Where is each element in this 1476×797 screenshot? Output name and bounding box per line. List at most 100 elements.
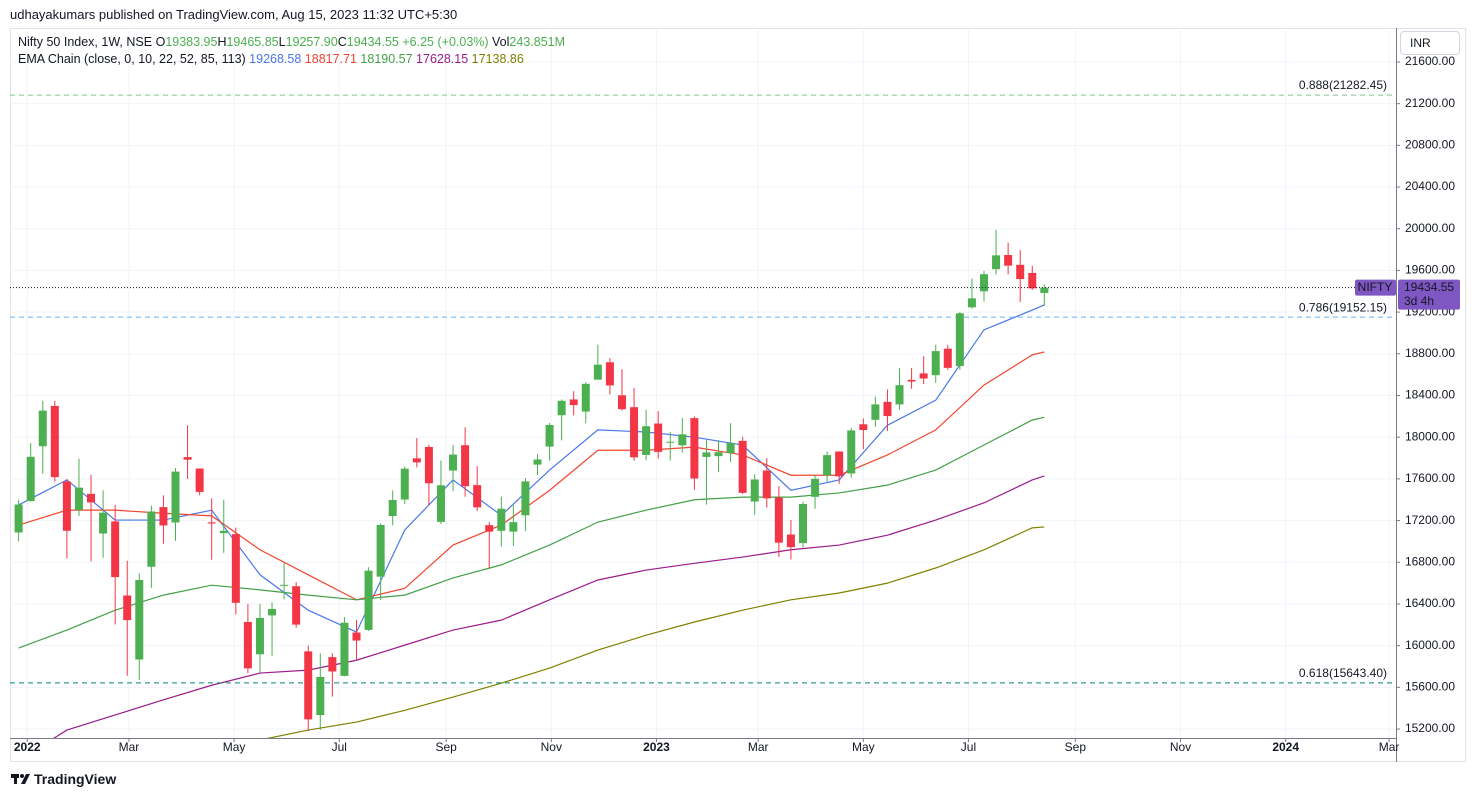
candle-body xyxy=(630,407,639,458)
candle-body xyxy=(485,525,494,532)
candle-body xyxy=(811,478,820,497)
legend-change: +6.25 (+0.03%) xyxy=(402,35,489,49)
candle-body xyxy=(750,479,759,502)
candle-body xyxy=(207,522,216,524)
x-tick-label: Nov xyxy=(1170,740,1191,754)
fib-level-label: 0.618(15643.40) xyxy=(1299,666,1387,680)
x-tick-label: Nov xyxy=(541,740,562,754)
candle-body xyxy=(436,485,445,522)
candle-body xyxy=(352,632,361,641)
candle-body xyxy=(919,373,928,379)
ema-legend-value: 19268.58 xyxy=(249,52,302,66)
y-tick-label: 18400.00 xyxy=(1405,388,1455,402)
candle-body xyxy=(171,471,180,523)
candle-body xyxy=(557,400,566,416)
y-tick-label: 17200.00 xyxy=(1405,513,1455,527)
price-tag-countdown: 3d 4h xyxy=(1404,294,1434,308)
candle-body xyxy=(847,430,856,474)
candle-body xyxy=(219,530,228,534)
candle-body xyxy=(376,524,385,577)
price-tag-value: 19434.55 xyxy=(1404,280,1454,294)
candle-body xyxy=(979,274,988,292)
candle-body xyxy=(714,452,723,457)
candle-body xyxy=(678,434,687,446)
candle-body xyxy=(690,418,699,479)
y-tick-label: 20000.00 xyxy=(1405,221,1455,235)
ema-line xyxy=(18,416,1045,649)
candle-body xyxy=(26,456,35,502)
candle-body xyxy=(14,504,23,533)
ema-legend-value: 18190.57 xyxy=(360,52,413,66)
candle-body xyxy=(943,348,952,368)
ema-line xyxy=(53,475,1045,738)
legend-volume: 243.851M xyxy=(509,35,566,49)
candle-body xyxy=(99,512,108,534)
candle-body xyxy=(400,468,409,500)
candle-body xyxy=(135,579,144,660)
indicator-name: EMA Chain (close, 0, 10, 22, 52, 85, 113… xyxy=(18,52,246,66)
candle-body xyxy=(521,481,530,516)
candle-body xyxy=(50,405,59,478)
price-tag xyxy=(1398,279,1460,310)
ema-line xyxy=(18,351,1045,601)
grid xyxy=(10,28,1396,738)
candle-body xyxy=(786,534,795,548)
indicator-legend: EMA Chain (close, 0, 10, 22, 52, 85, 113… xyxy=(18,51,565,68)
candle-body xyxy=(340,622,349,676)
candle-body xyxy=(907,379,916,382)
currency-button[interactable]: INR xyxy=(1400,31,1460,55)
y-tick-label: 21600.00 xyxy=(1405,54,1455,68)
candle-body xyxy=(642,426,651,455)
candle-body xyxy=(497,508,506,531)
candle-body xyxy=(473,485,482,508)
candle-body xyxy=(726,443,735,454)
candle-body xyxy=(268,608,277,616)
publish-header: udhayakumars published on TradingView.co… xyxy=(10,7,458,22)
y-tick-label: 15600.00 xyxy=(1405,680,1455,694)
candle-body xyxy=(62,481,71,531)
candle-body xyxy=(1040,287,1049,293)
plot-area: 0.888(21282.45) 0.786(19152.15) 0.618(1564… xyxy=(10,78,1396,738)
ema-legend-value: 18817.71 xyxy=(304,52,357,66)
candle-body xyxy=(316,676,325,716)
candle-body xyxy=(762,470,771,499)
candle-body xyxy=(304,651,313,720)
fib-level-label: 0.786(19152.15) xyxy=(1299,300,1387,314)
x-tick-label: Mar xyxy=(1379,740,1400,754)
x-tick-label: Jul xyxy=(961,740,976,754)
axes: 15200.00 15600.00 16000.00 16400.00 16800.00… xyxy=(14,54,1460,754)
x-tick-label: May xyxy=(852,740,875,754)
x-tick-label: 2022 xyxy=(14,740,41,754)
x-tick-label: May xyxy=(223,740,246,754)
legend: Nifty 50 Index, 1W, NSE O19383.95H19465.… xyxy=(18,34,565,68)
candle-body xyxy=(412,458,421,463)
fib-level-label: 0.888(21282.45) xyxy=(1299,78,1387,92)
candle-body xyxy=(74,487,83,511)
legend-field: O xyxy=(155,35,166,49)
symbol-tag-label: NIFTY xyxy=(1358,280,1393,294)
legend-volume-label: Vol xyxy=(492,35,510,49)
candle-body xyxy=(1028,272,1037,289)
x-tick-label: Sep xyxy=(435,740,457,754)
candle-body xyxy=(871,404,880,420)
candle-body xyxy=(159,507,168,526)
candle-body xyxy=(581,383,590,412)
y-tick-label: 16800.00 xyxy=(1405,554,1455,568)
candle-body xyxy=(183,457,192,460)
candle-body xyxy=(895,385,904,405)
legend-value: 19383.95 xyxy=(165,35,218,49)
ema-legend-value: 17628.15 xyxy=(416,52,469,66)
candle-body xyxy=(931,351,940,376)
y-tick-label: 20800.00 xyxy=(1405,138,1455,152)
candle-body xyxy=(883,401,892,417)
y-tick-label: 16400.00 xyxy=(1405,596,1455,610)
candle-body xyxy=(195,468,204,492)
candle-body xyxy=(364,570,373,630)
candle-body xyxy=(123,595,132,621)
y-tick-label: 18000.00 xyxy=(1405,429,1455,443)
symbol-tag xyxy=(1355,279,1396,296)
legend-value: 19465.85 xyxy=(226,35,279,49)
legend-field: C xyxy=(337,35,347,49)
